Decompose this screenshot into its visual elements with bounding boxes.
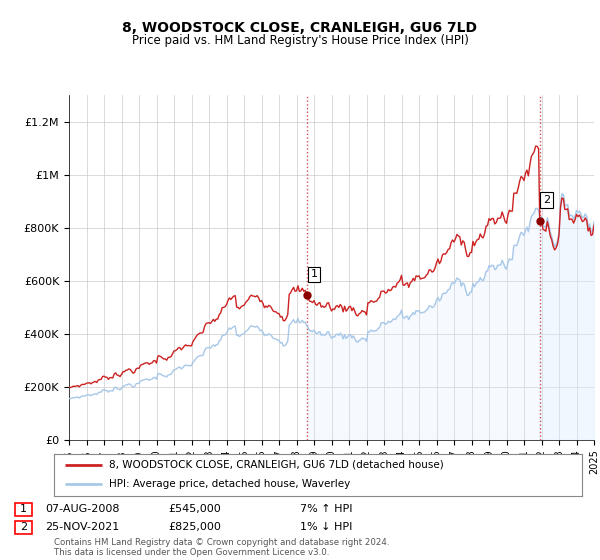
Text: £545,000: £545,000 <box>168 504 221 514</box>
Text: 8, WOODSTOCK CLOSE, CRANLEIGH, GU6 7LD: 8, WOODSTOCK CLOSE, CRANLEIGH, GU6 7LD <box>122 21 478 35</box>
Text: HPI: Average price, detached house, Waverley: HPI: Average price, detached house, Wave… <box>109 479 350 489</box>
Text: 2: 2 <box>20 522 27 532</box>
Text: 8, WOODSTOCK CLOSE, CRANLEIGH, GU6 7LD (detached house): 8, WOODSTOCK CLOSE, CRANLEIGH, GU6 7LD (… <box>109 460 444 470</box>
Text: 1: 1 <box>20 504 27 514</box>
Text: 2: 2 <box>543 195 550 205</box>
Text: £825,000: £825,000 <box>168 522 221 532</box>
Text: 1: 1 <box>311 269 317 279</box>
Text: 1% ↓ HPI: 1% ↓ HPI <box>300 522 352 532</box>
Text: 07-AUG-2008: 07-AUG-2008 <box>45 504 119 514</box>
Text: 7% ↑ HPI: 7% ↑ HPI <box>300 504 353 514</box>
Text: Contains HM Land Registry data © Crown copyright and database right 2024.
This d: Contains HM Land Registry data © Crown c… <box>54 538 389 557</box>
Text: Price paid vs. HM Land Registry's House Price Index (HPI): Price paid vs. HM Land Registry's House … <box>131 34 469 46</box>
Text: 25-NOV-2021: 25-NOV-2021 <box>45 522 119 532</box>
